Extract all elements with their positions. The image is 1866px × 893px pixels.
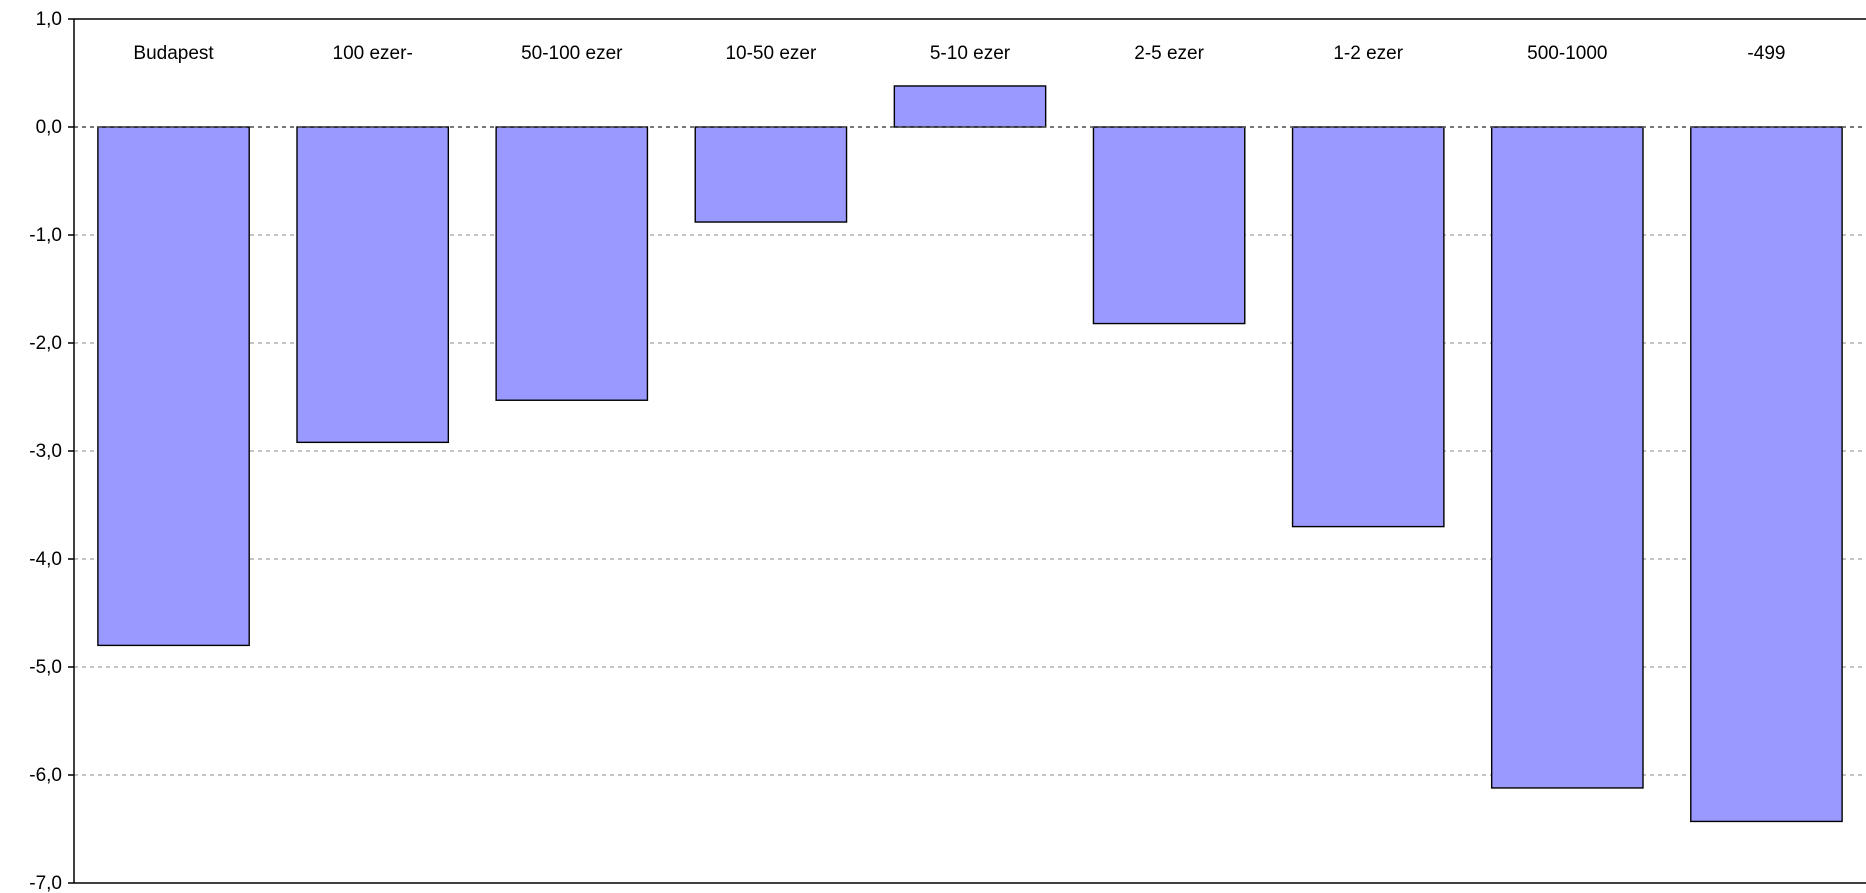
category-label: 5-10 ezer	[930, 43, 1011, 64]
y-tick-label: 0,0	[36, 117, 62, 138]
category-label: 10-50 ezer	[725, 43, 817, 64]
category-labels: Budapest 100 ezer- 50-100 ezer 10-50 ezer 5-…	[133, 43, 1785, 64]
y-tick-labels: 1,0 0,0 -1,0 -2,0 -3,0 -4,0 -5,0 -6,0 -7,0	[29, 9, 62, 893]
bar	[296, 126, 450, 444]
bar	[694, 126, 848, 223]
bar	[1291, 126, 1445, 528]
category-label: 2-5 ezer	[1134, 43, 1204, 64]
category-label: 50-100 ezer	[521, 43, 623, 64]
axes	[68, 18, 1866, 884]
category-label: -499	[1747, 43, 1785, 64]
y-tick-label: -7,0	[29, 873, 62, 893]
bar	[495, 126, 649, 401]
category-label: 100 ezer-	[333, 43, 413, 64]
y-tick-label: -1,0	[29, 225, 62, 246]
category-label: Budapest	[133, 43, 214, 64]
y-tick-label: 1,0	[36, 9, 62, 30]
bar	[1490, 126, 1644, 789]
y-tick-label: -2,0	[29, 333, 62, 354]
bar	[1092, 126, 1246, 325]
y-tick-label: -4,0	[29, 549, 62, 570]
bars	[97, 85, 1843, 823]
category-label: 1-2 ezer	[1333, 43, 1403, 64]
y-tick-label: -3,0	[29, 441, 62, 462]
y-tick-label: -5,0	[29, 657, 62, 678]
y-tick-label: -6,0	[29, 765, 62, 786]
bar	[97, 126, 250, 647]
category-label: 500-1000	[1527, 43, 1607, 64]
bar	[893, 85, 1047, 128]
bar	[1690, 126, 1843, 823]
